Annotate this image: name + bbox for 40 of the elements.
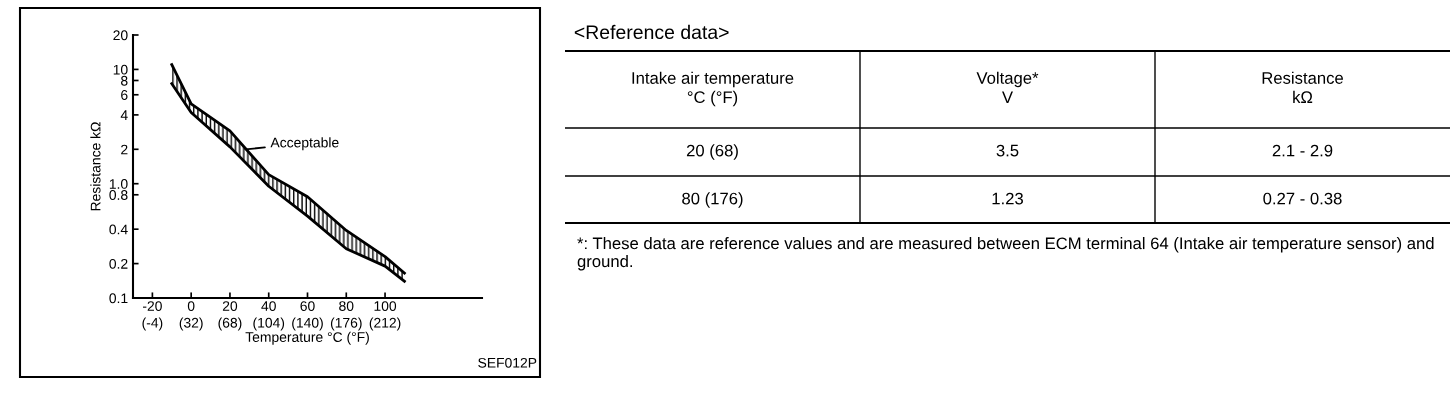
category-label: Voltage* V xyxy=(976,71,1039,103)
y-tick-label: 2 xyxy=(121,144,128,155)
category-label: Intake air temperature °C (°F) xyxy=(632,71,794,107)
x-tick-label: 60 xyxy=(300,301,315,311)
x-tick-label: 40 xyxy=(261,301,276,311)
x-tick-label: -20 xyxy=(142,301,162,311)
y-tick-label: 20 xyxy=(113,30,128,41)
x2-tick-label: (32) xyxy=(179,317,203,331)
x2-tick-label: (68) xyxy=(218,317,242,331)
x2-tick-label: (-4) xyxy=(142,317,163,331)
y-tick-label: 8 xyxy=(121,75,128,86)
text: 0.27 - 0.38 xyxy=(1263,192,1342,205)
text: 3.5 xyxy=(996,144,1019,157)
text: 80 (176) xyxy=(682,192,743,208)
y-tick-label: 0.1 xyxy=(109,293,128,304)
x2-tick-label: (140) xyxy=(292,317,323,331)
y-tick-label: 0.2 xyxy=(109,258,128,269)
annotation: Acceptable xyxy=(270,137,339,151)
x2-tick-label: (212) xyxy=(369,317,401,331)
text: SEF012P xyxy=(478,357,537,368)
y-tick-label: 4 xyxy=(120,110,128,120)
x-axis-title: Temperature °C (°F) xyxy=(245,331,369,345)
y-tick-label: 1.0 xyxy=(109,179,128,189)
y-tick-label: 0.4 xyxy=(109,224,128,235)
x-tick-label: 20 xyxy=(222,301,238,311)
y-axis-title: Resistance kΩ xyxy=(90,122,101,211)
text: *: These data are reference values and are measured between ECM terminal 64 (Intake air temperature sensor) and ground. xyxy=(577,237,1434,271)
category-label: Resistance kΩ xyxy=(1262,71,1343,103)
x2-tick-label: (104) xyxy=(253,317,285,331)
text: <Reference data> xyxy=(574,24,729,40)
x-tick-label: 80 xyxy=(339,301,354,311)
text: 1.23 xyxy=(992,192,1023,205)
y-tick-label: 0.8 xyxy=(109,190,128,200)
x-tick-label: 100 xyxy=(374,301,397,311)
text: 2.1 - 2.9 xyxy=(1272,144,1333,157)
text: 20 (68) xyxy=(686,144,738,160)
y-tick-label: 10 xyxy=(113,64,128,75)
y-tick-label: 6 xyxy=(121,90,128,100)
x-tick-label: 0 xyxy=(187,301,195,311)
x2-tick-label: (176) xyxy=(330,317,362,331)
